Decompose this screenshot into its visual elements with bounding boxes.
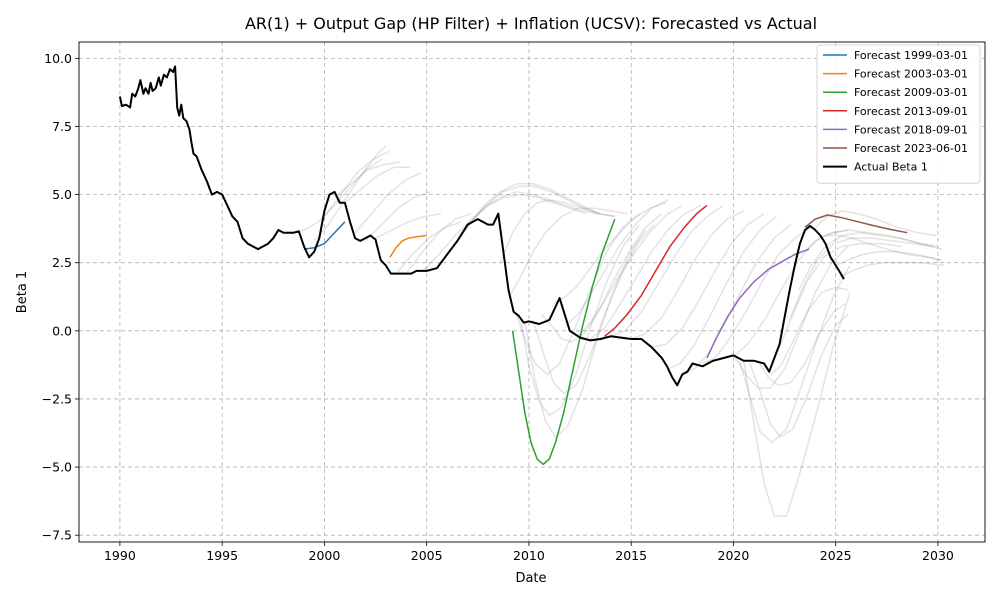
highlighted-forecast-lines bbox=[303, 204, 908, 466]
background-forecast-line-29 bbox=[667, 215, 777, 370]
background-forecast-line-7 bbox=[364, 191, 432, 242]
background-forecast-line-38 bbox=[769, 286, 849, 375]
background-forecast-line-35 bbox=[742, 292, 851, 517]
x-tick-label: 2015 bbox=[615, 548, 647, 563]
forecast-line-3 bbox=[511, 218, 616, 466]
legend-label-7: Actual Beta 1 bbox=[854, 161, 928, 174]
legend-label-2: Forecast 2003-03-01 bbox=[854, 68, 968, 81]
background-forecast-line-19 bbox=[524, 229, 647, 439]
x-tick-label: 1990 bbox=[104, 548, 136, 563]
background-forecast-line-34 bbox=[738, 265, 851, 444]
legend-label-1: Forecast 1999-03-01 bbox=[854, 49, 968, 62]
forecast-line-1 bbox=[303, 221, 346, 250]
x-tick-label: 2020 bbox=[718, 548, 750, 563]
x-tick-label: 2005 bbox=[411, 548, 443, 563]
background-forecast-line-21 bbox=[540, 213, 663, 343]
x-axis: 1990 1995 2000 2005 2010 2015 2020 2025 2030 bbox=[104, 542, 954, 563]
legend-label-6: Forecast 2023-06-01 bbox=[854, 142, 968, 155]
y-tick-label: −5.0 bbox=[42, 460, 72, 475]
background-forecast-line-9 bbox=[395, 221, 462, 275]
background-forecast-line-10 bbox=[405, 212, 472, 275]
background-forecast-line-1 bbox=[289, 158, 383, 234]
y-tick-label: 5.0 bbox=[52, 187, 72, 202]
background-forecast-line-13 bbox=[450, 182, 599, 250]
background-forecast-line-3 bbox=[323, 150, 391, 217]
background-forecast-line-42 bbox=[806, 229, 943, 250]
background-forecast-line-16 bbox=[507, 207, 628, 299]
legend-label-3: Forecast 2009-03-01 bbox=[854, 86, 968, 99]
x-tick-label: 2030 bbox=[922, 548, 954, 563]
y-axis: −7.5 −5.0 −2.5 0.0 2.5 5.0 7.5 10.0 bbox=[42, 51, 79, 543]
forecast-line-4 bbox=[604, 204, 708, 337]
background-forecast-line-27 bbox=[630, 210, 745, 340]
background-forecast-line-40 bbox=[790, 237, 935, 318]
forecast-line-6 bbox=[804, 214, 908, 234]
y-axis-label: Beta 1 bbox=[15, 271, 30, 313]
actual-line-group bbox=[118, 65, 845, 387]
actual-beta-line bbox=[118, 65, 845, 387]
chart-title: AR(1) + Output Gap (HP Filter) + Inflati… bbox=[245, 14, 817, 33]
forecast-line-2 bbox=[389, 234, 427, 258]
x-tick-label: 2010 bbox=[513, 548, 545, 563]
background-forecast-line-6 bbox=[354, 172, 421, 234]
background-forecast-line-45 bbox=[835, 251, 941, 267]
x-axis-label: Date bbox=[515, 571, 546, 586]
y-tick-label: 0.0 bbox=[52, 323, 72, 338]
background-forecast-line-14 bbox=[467, 191, 615, 226]
grid bbox=[79, 42, 985, 542]
background-forecast-line-39 bbox=[779, 242, 902, 345]
background-forecast-line-24 bbox=[577, 204, 683, 337]
background-forecast-line-41 bbox=[798, 231, 939, 291]
background-forecast-line-37 bbox=[757, 302, 847, 387]
y-tick-label: −2.5 bbox=[42, 391, 72, 406]
y-tick-label: −7.5 bbox=[42, 528, 72, 543]
background-forecast-line-32 bbox=[723, 229, 849, 359]
y-tick-label: 10.0 bbox=[44, 51, 72, 66]
legend: Forecast 1999-03-01 Forecast 2003-03-01 Fo… bbox=[816, 44, 981, 184]
background-forecast-line-17 bbox=[515, 213, 640, 376]
background-forecast-line-31 bbox=[702, 226, 812, 365]
background-forecast-line-8 bbox=[375, 212, 442, 239]
background-forecast-line-36 bbox=[749, 313, 849, 439]
x-tick-label: 1995 bbox=[206, 548, 238, 563]
x-tick-label: 2025 bbox=[820, 548, 852, 563]
legend-box bbox=[816, 44, 981, 184]
background-forecast-line-44 bbox=[825, 234, 943, 261]
background-forecast-line-33 bbox=[734, 245, 849, 389]
background-forecast-line-26 bbox=[610, 204, 724, 338]
background-forecast-line-11 bbox=[422, 193, 587, 272]
background-forecast-line-28 bbox=[651, 213, 765, 348]
background-forecast-line-20 bbox=[532, 224, 655, 395]
y-tick-label: 7.5 bbox=[52, 119, 72, 134]
background-forecast-line-4 bbox=[334, 161, 401, 198]
x-tick-label: 2000 bbox=[309, 548, 341, 563]
plot-area bbox=[118, 65, 945, 517]
plot-frame bbox=[78, 41, 986, 543]
forecast-line-5 bbox=[706, 248, 810, 359]
background-forecast-lines bbox=[289, 144, 945, 517]
legend-label-4: Forecast 2013-09-01 bbox=[854, 105, 968, 118]
background-forecast-line-25 bbox=[589, 204, 702, 340]
background-forecast-line-5 bbox=[344, 166, 411, 204]
background-forecast-line-2 bbox=[313, 144, 387, 242]
background-forecast-line-46 bbox=[839, 261, 945, 277]
background-forecast-line-23 bbox=[565, 199, 669, 326]
legend-label-5: Forecast 2018-09-01 bbox=[854, 123, 968, 136]
y-tick-label: 2.5 bbox=[52, 255, 72, 270]
background-forecast-line-15 bbox=[499, 199, 615, 263]
